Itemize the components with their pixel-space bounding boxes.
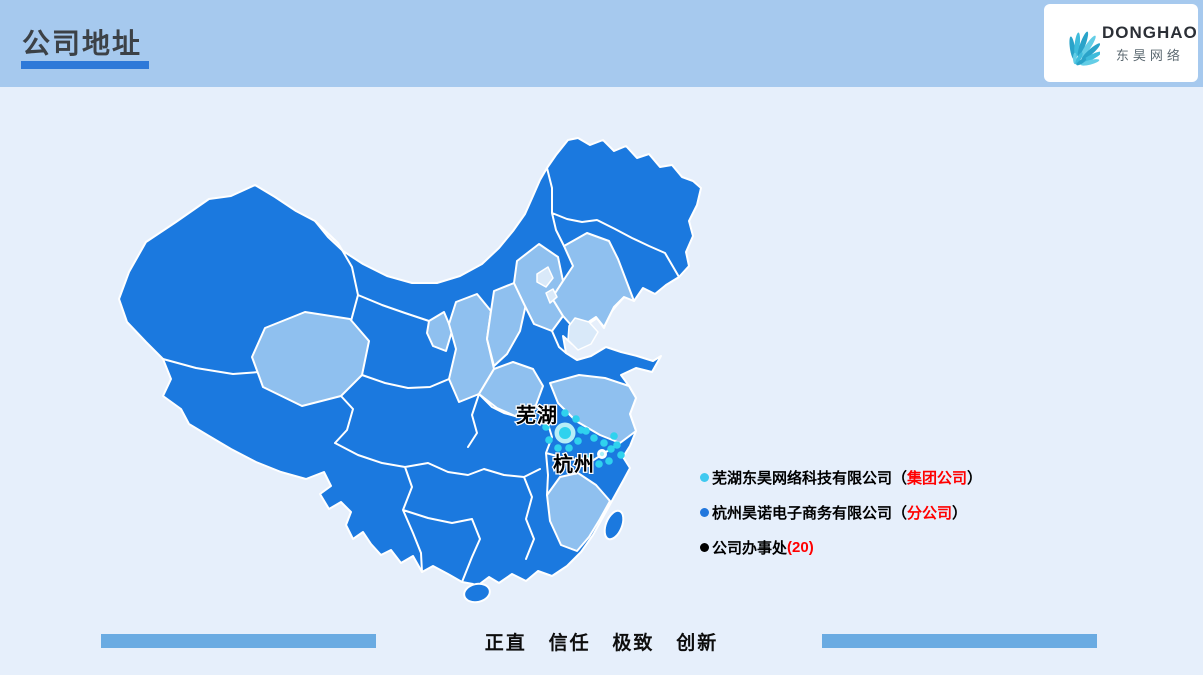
logo-brand-cn: 东昊网络 <box>1115 47 1184 63</box>
map-point <box>542 423 550 431</box>
legend-paren: （ <box>892 469 908 487</box>
map-point <box>617 451 625 459</box>
logo-text: DONGHAO 东昊网络 <box>1102 23 1198 64</box>
island-taiwan <box>603 509 625 541</box>
map-point <box>605 457 613 465</box>
province-henan <box>478 361 544 417</box>
map-point <box>590 434 598 442</box>
china-mainland <box>118 137 702 596</box>
map-point <box>545 436 553 444</box>
map-point <box>572 415 580 423</box>
map-point <box>586 454 594 462</box>
logo-fan-icon <box>1046 6 1102 81</box>
province-fujian <box>546 472 611 552</box>
island-hainan <box>463 582 491 604</box>
footer-accent-bar-left <box>101 634 376 648</box>
china-map: 芜湖 杭州 <box>100 125 720 610</box>
company-motto: 正直 信任 极致 创新 <box>484 633 719 654</box>
map-point <box>554 444 562 452</box>
legend-highlight: 分公司 <box>907 504 953 522</box>
map-point <box>565 444 573 452</box>
map-point <box>561 409 569 417</box>
footer-accent-bar-right <box>822 634 1097 648</box>
beijing-patch <box>536 266 554 288</box>
legend-text: 公司办事处 <box>712 539 788 557</box>
map-point <box>613 441 621 449</box>
legend-text: 芜湖东昊网络科技有限公司 <box>712 469 893 487</box>
map-point <box>600 439 608 447</box>
title-underline <box>21 61 149 69</box>
page-title: 公司地址 <box>22 28 143 59</box>
map-point <box>574 437 582 445</box>
province-qinghai <box>251 311 370 407</box>
logo-brand: DONGHAO <box>1102 22 1198 42</box>
office-bullet-icon <box>700 542 709 552</box>
map-point <box>607 445 615 453</box>
map-label-wuhu: 芜湖 <box>516 403 558 427</box>
tianjin-patch <box>545 288 558 304</box>
hq-bullet-icon <box>700 472 709 482</box>
map-point <box>582 427 590 435</box>
legend-item-office: 公司办事处 (20) <box>700 537 982 557</box>
company-logo: DONGHAO 东昊网络 <box>1044 4 1198 82</box>
map-point <box>595 460 603 468</box>
legend-highlight: (20) <box>787 538 814 556</box>
map-point <box>599 451 605 457</box>
legend-highlight: 集团公司 <box>907 469 968 487</box>
bohai-gulf <box>567 317 599 351</box>
legend-text: 杭州昊诺电子商务有限公司 <box>712 504 893 522</box>
light-provinces <box>251 232 637 552</box>
legend-item-branch: 杭州昊诺电子商务有限公司 （ 分公司 ） <box>700 502 982 522</box>
map-label-hangzhou: 杭州 <box>553 452 595 476</box>
legend-paren: （ <box>892 504 908 522</box>
province-ningxia <box>426 311 453 352</box>
legend-paren: ） <box>967 469 983 487</box>
map-point <box>559 427 571 439</box>
header-band <box>0 0 1203 87</box>
branch-bullet-icon <box>700 507 709 517</box>
map-legend: 芜湖东昊网络科技有限公司 （ 集团公司 ） 杭州昊诺电子商务有限公司 （ 分公司… <box>700 467 982 572</box>
faint-patches <box>536 266 599 351</box>
china-map-svg: 芜湖 杭州 <box>118 137 702 604</box>
legend-item-hq: 芜湖东昊网络科技有限公司 （ 集团公司 ） <box>700 467 982 487</box>
province-liaoning <box>551 232 635 335</box>
map-point <box>610 432 618 440</box>
map-markers <box>542 409 625 468</box>
legend-paren: ） <box>952 504 968 522</box>
